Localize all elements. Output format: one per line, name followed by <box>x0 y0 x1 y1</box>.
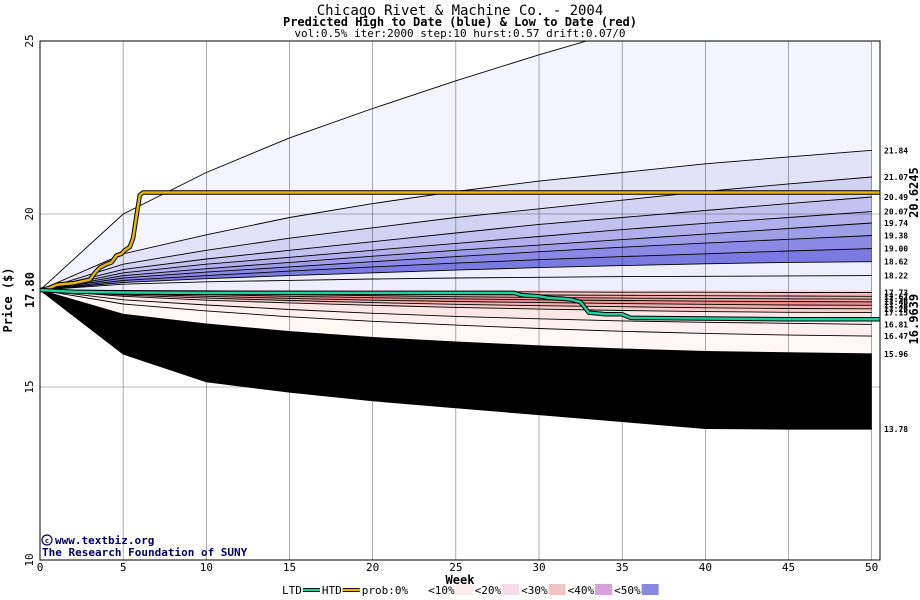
high-band-line-3 <box>40 176 872 291</box>
x-tick-10: 10 <box>200 561 213 574</box>
legend-label-50: <50% <box>614 584 641 597</box>
x-tick-40: 40 <box>699 561 712 574</box>
low-band-label-4: 17.46 <box>884 298 908 307</box>
legend-label-ltd: LTD <box>282 584 302 597</box>
high-band-line-5 <box>40 211 872 291</box>
legend: LTD HTD prob:0% <10% <20% <30% <40% <50% <box>282 584 659 597</box>
credit-url: www.textbiz.org <box>55 534 154 547</box>
y-tick-25: 25 <box>23 34 36 47</box>
tick-labels: 0 5 10 15 20 25 30 35 40 45 50 10 15 20 25 17.80 20.6245… <box>23 34 920 574</box>
high-band-label-6: 19.74 <box>884 219 908 228</box>
high-band-line-7 <box>40 235 872 291</box>
plot-area: 21.84 21.07 20.49 20.07 19.74 19.38 19.00 18.62… <box>23 34 920 574</box>
high-band-line-8 <box>40 248 872 291</box>
high-band-5 <box>40 211 872 291</box>
high-band-4 <box>40 197 872 291</box>
high-band-label-5: 20.07 <box>884 208 908 217</box>
low-band-line-7 <box>40 289 872 314</box>
low-band-label-2: 17.62 <box>884 292 908 301</box>
start-price-label: 17.80 <box>23 272 37 308</box>
high-band-2 <box>40 150 872 291</box>
high-band-label-3: 21.07 <box>884 173 908 182</box>
legend-swatch-20 <box>502 584 520 595</box>
legend-swatch-50 <box>641 584 659 595</box>
low-band-label-10: 15.96 <box>884 350 908 359</box>
x-tick-45: 45 <box>782 561 795 574</box>
credit: c www.textbiz.org The Research Foundatio… <box>41 534 248 559</box>
series-lines <box>40 190 880 322</box>
y-tick-20: 20 <box>23 207 36 220</box>
x-tick-15: 15 <box>283 561 296 574</box>
legend-label-20: <20% <box>475 584 502 597</box>
low-band-2 <box>40 290 872 300</box>
y-tick-15: 15 <box>23 380 36 393</box>
low-band-7 <box>40 290 872 325</box>
high-band-label-8: 19.00 <box>884 245 908 254</box>
legend-label-prob0: prob:0% <box>362 584 409 597</box>
chart-title: Chicago Rivet & Machine Co. - 2004 <box>317 3 604 19</box>
band-end-labels: 21.84 21.07 20.49 20.07 19.74 19.38 19.00 18.62… <box>884 146 908 434</box>
high-band-line-9 <box>40 261 872 291</box>
low-band-label-11: 13.78 <box>884 425 908 434</box>
plot-border <box>39 40 881 561</box>
credit-org: The Research Foundation of SUNY <box>42 546 248 559</box>
low-band-label-1: 17.73 <box>884 289 908 298</box>
legend-label-10: <10% <box>428 584 455 597</box>
x-tick-30: 30 <box>532 561 545 574</box>
low-band-line-11 <box>40 289 872 430</box>
ltd-line <box>40 288 880 321</box>
copyright-icon <box>41 534 53 546</box>
htd-line <box>40 191 880 292</box>
legend-label-htd: HTD <box>322 584 342 597</box>
high-band-label-10: 18.22 <box>884 272 908 281</box>
low-band-label-3: 17.54 <box>884 295 908 304</box>
low-band-line-6 <box>40 289 872 310</box>
chart-parameters: vol:0.5% iter:2000 step:10 hurst:0.57 dr… <box>294 27 625 40</box>
low-band-line-9 <box>40 289 872 337</box>
legend-label-40: <40% <box>568 584 595 597</box>
x-tick-20: 20 <box>366 561 379 574</box>
htd-value-label: 20.6245 <box>907 167 920 218</box>
legend-swatch-prob0 <box>409 584 427 595</box>
high-band-line-6 <box>40 222 872 291</box>
high-band-label-9: 18.62 <box>884 258 908 267</box>
low-band-label-9: 16.47 <box>884 332 908 341</box>
high-band-label-2: 21.84 <box>884 146 908 155</box>
y-axis-label: Price ($) <box>1 267 15 332</box>
legend-swatch-10 <box>455 584 473 595</box>
low-band-line-5 <box>40 289 872 306</box>
low-band-9 <box>40 290 872 354</box>
high-band-line-10 <box>40 275 872 291</box>
low-band-8 <box>40 290 872 337</box>
x-tick-25: 25 <box>449 561 462 574</box>
copyright-letter: c <box>45 537 49 545</box>
x-tick-50: 50 <box>865 561 878 574</box>
low-band-label-6: 17.26 <box>884 305 908 314</box>
y-tick-10: 10 <box>23 553 36 566</box>
high-band-label-4: 20.49 <box>884 193 908 202</box>
x-tick-35: 35 <box>616 561 629 574</box>
high-band-label-7: 19.38 <box>884 231 908 240</box>
x-tick-0: 0 <box>37 561 44 574</box>
legend-swatch-30 <box>548 584 566 595</box>
high-band-line-1 <box>40 41 589 291</box>
low-band-line-8 <box>40 289 872 325</box>
x-axis-label: Week <box>446 573 476 587</box>
x-tick-5: 5 <box>120 561 127 574</box>
low-band-label-5: 17.36 <box>884 301 908 310</box>
high-band-line-4 <box>40 196 872 291</box>
low-band-3 <box>40 290 872 302</box>
ltd-value-label: 16.9639 <box>907 294 920 345</box>
low-band-label-7: 17.15 <box>884 309 908 318</box>
high-band-3 <box>40 177 872 291</box>
low-band-4 <box>40 290 872 306</box>
low-band-label-8: 16.81 <box>884 320 908 329</box>
low-band-line-10 <box>40 289 872 355</box>
chart-subtitle: Predicted High to Date (blue) & Low to D… <box>283 15 637 29</box>
legend-swatch-40 <box>595 584 613 595</box>
legend-label-30: <30% <box>521 584 548 597</box>
